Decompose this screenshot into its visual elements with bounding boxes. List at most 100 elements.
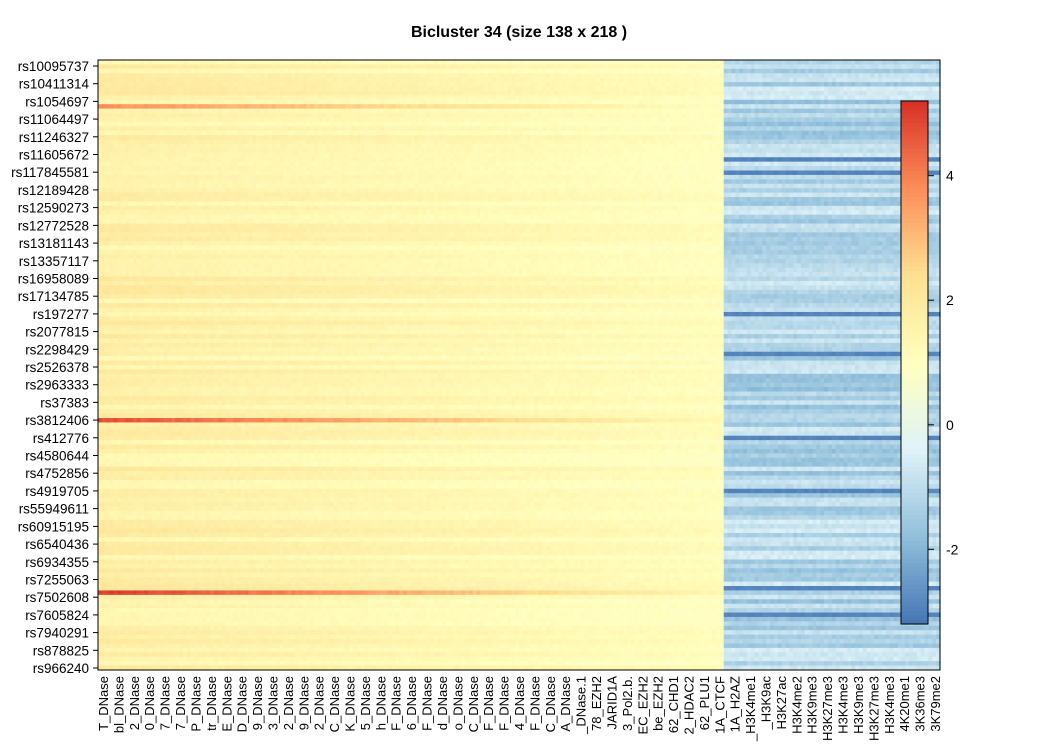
heatmap-cell	[704, 135, 708, 140]
heatmap-cell	[681, 131, 685, 136]
heatmap-cell	[106, 73, 110, 78]
heatmap-cell	[222, 117, 226, 122]
heatmap-cell	[774, 117, 778, 122]
heatmap-cell	[743, 73, 747, 78]
heatmap-cell	[125, 73, 129, 78]
heatmap-cell	[538, 73, 542, 78]
heatmap-cell	[616, 104, 620, 109]
heatmap-cell	[538, 100, 542, 105]
heatmap-cell	[670, 113, 674, 118]
heatmap-cell	[674, 109, 678, 114]
heatmap-cell	[558, 117, 562, 122]
heatmap-cell	[627, 104, 631, 109]
heatmap-cell	[148, 109, 152, 114]
chart-title: Bicluster 34 (size 138 x 218 )	[411, 24, 627, 41]
heatmap-cell	[635, 117, 639, 122]
heatmap-cell	[102, 87, 106, 92]
heatmap-cell	[372, 126, 376, 131]
heatmap-cell	[836, 109, 840, 114]
heatmap-cell	[121, 78, 125, 83]
heatmap-cell	[453, 95, 457, 100]
heatmap-cell	[303, 126, 307, 131]
heatmap-cell	[133, 109, 137, 114]
heatmap-cell	[704, 73, 708, 78]
heatmap-cell	[538, 91, 542, 96]
heatmap-cell	[677, 95, 681, 100]
heatmap-cell	[886, 100, 890, 105]
heatmap-cell	[106, 69, 110, 74]
heatmap-cell	[318, 126, 322, 131]
heatmap-cell	[349, 122, 353, 127]
heatmap-cell	[283, 122, 287, 127]
heatmap-cell	[816, 131, 820, 136]
heatmap-cell	[631, 73, 635, 78]
heatmap-cell	[670, 109, 674, 114]
heatmap-cell	[720, 100, 724, 105]
heatmap-cell	[805, 82, 809, 87]
heatmap-cell	[693, 87, 697, 92]
heatmap-cell	[303, 64, 307, 69]
heatmap-cell	[492, 82, 496, 87]
heatmap-cell	[345, 78, 349, 83]
heatmap-cell	[480, 109, 484, 114]
heatmap-cell	[106, 109, 110, 114]
heatmap-cell	[121, 131, 125, 136]
heatmap-cell	[380, 78, 384, 83]
heatmap-cell	[372, 60, 376, 65]
heatmap-cell	[697, 60, 701, 65]
heatmap-cell	[241, 64, 245, 69]
heatmap-cell	[828, 100, 832, 105]
heatmap-cell	[855, 82, 859, 87]
heatmap-cell	[322, 60, 326, 65]
heatmap-cell	[843, 73, 847, 78]
heatmap-cell	[446, 135, 450, 140]
heatmap-cell	[631, 104, 635, 109]
heatmap-cell	[643, 60, 647, 65]
heatmap-cell	[654, 82, 658, 87]
heatmap-cell	[380, 82, 384, 87]
heatmap-cell	[256, 100, 260, 105]
heatmap-cell	[121, 135, 125, 140]
heatmap-cell	[106, 95, 110, 100]
heatmap-cell	[330, 60, 334, 65]
heatmap-cell	[299, 113, 303, 118]
heatmap-cell	[430, 113, 434, 118]
heatmap-cell	[160, 78, 164, 83]
heatmap-cell	[816, 73, 820, 78]
heatmap-cell	[426, 69, 430, 74]
heatmap-cell	[604, 122, 608, 127]
heatmap-cell	[473, 135, 477, 140]
heatmap-cell	[345, 73, 349, 78]
heatmap-cell	[523, 69, 527, 74]
heatmap-cell	[442, 117, 446, 122]
heatmap-cell	[565, 69, 569, 74]
heatmap-cell	[677, 131, 681, 136]
heatmap-cell	[928, 73, 932, 78]
heatmap-cell	[206, 100, 210, 105]
heatmap-cell	[925, 82, 929, 87]
heatmap-cell	[639, 117, 643, 122]
heatmap-cell	[175, 100, 179, 105]
heatmap-cell	[253, 117, 257, 122]
heatmap-cell	[511, 69, 515, 74]
heatmap-cell	[419, 87, 423, 92]
heatmap-cell	[388, 104, 392, 109]
heatmap-cell	[229, 126, 233, 131]
heatmap-cell	[438, 87, 442, 92]
heatmap-cell	[368, 100, 372, 105]
heatmap-cell	[291, 113, 295, 118]
heatmap-cell	[735, 60, 739, 65]
heatmap-cell	[646, 117, 650, 122]
heatmap-cell	[129, 100, 133, 105]
heatmap-cell	[708, 87, 712, 92]
heatmap-cell	[260, 100, 264, 105]
heatmap-cell	[782, 131, 786, 136]
heatmap-cell	[554, 126, 558, 131]
heatmap-cell	[318, 60, 322, 65]
heatmap-cell	[102, 100, 106, 105]
heatmap-cell	[144, 104, 148, 109]
heatmap-cell	[422, 78, 426, 83]
heatmap-cell	[268, 131, 272, 136]
heatmap-cell	[449, 104, 453, 109]
heatmap-cell	[720, 135, 724, 140]
